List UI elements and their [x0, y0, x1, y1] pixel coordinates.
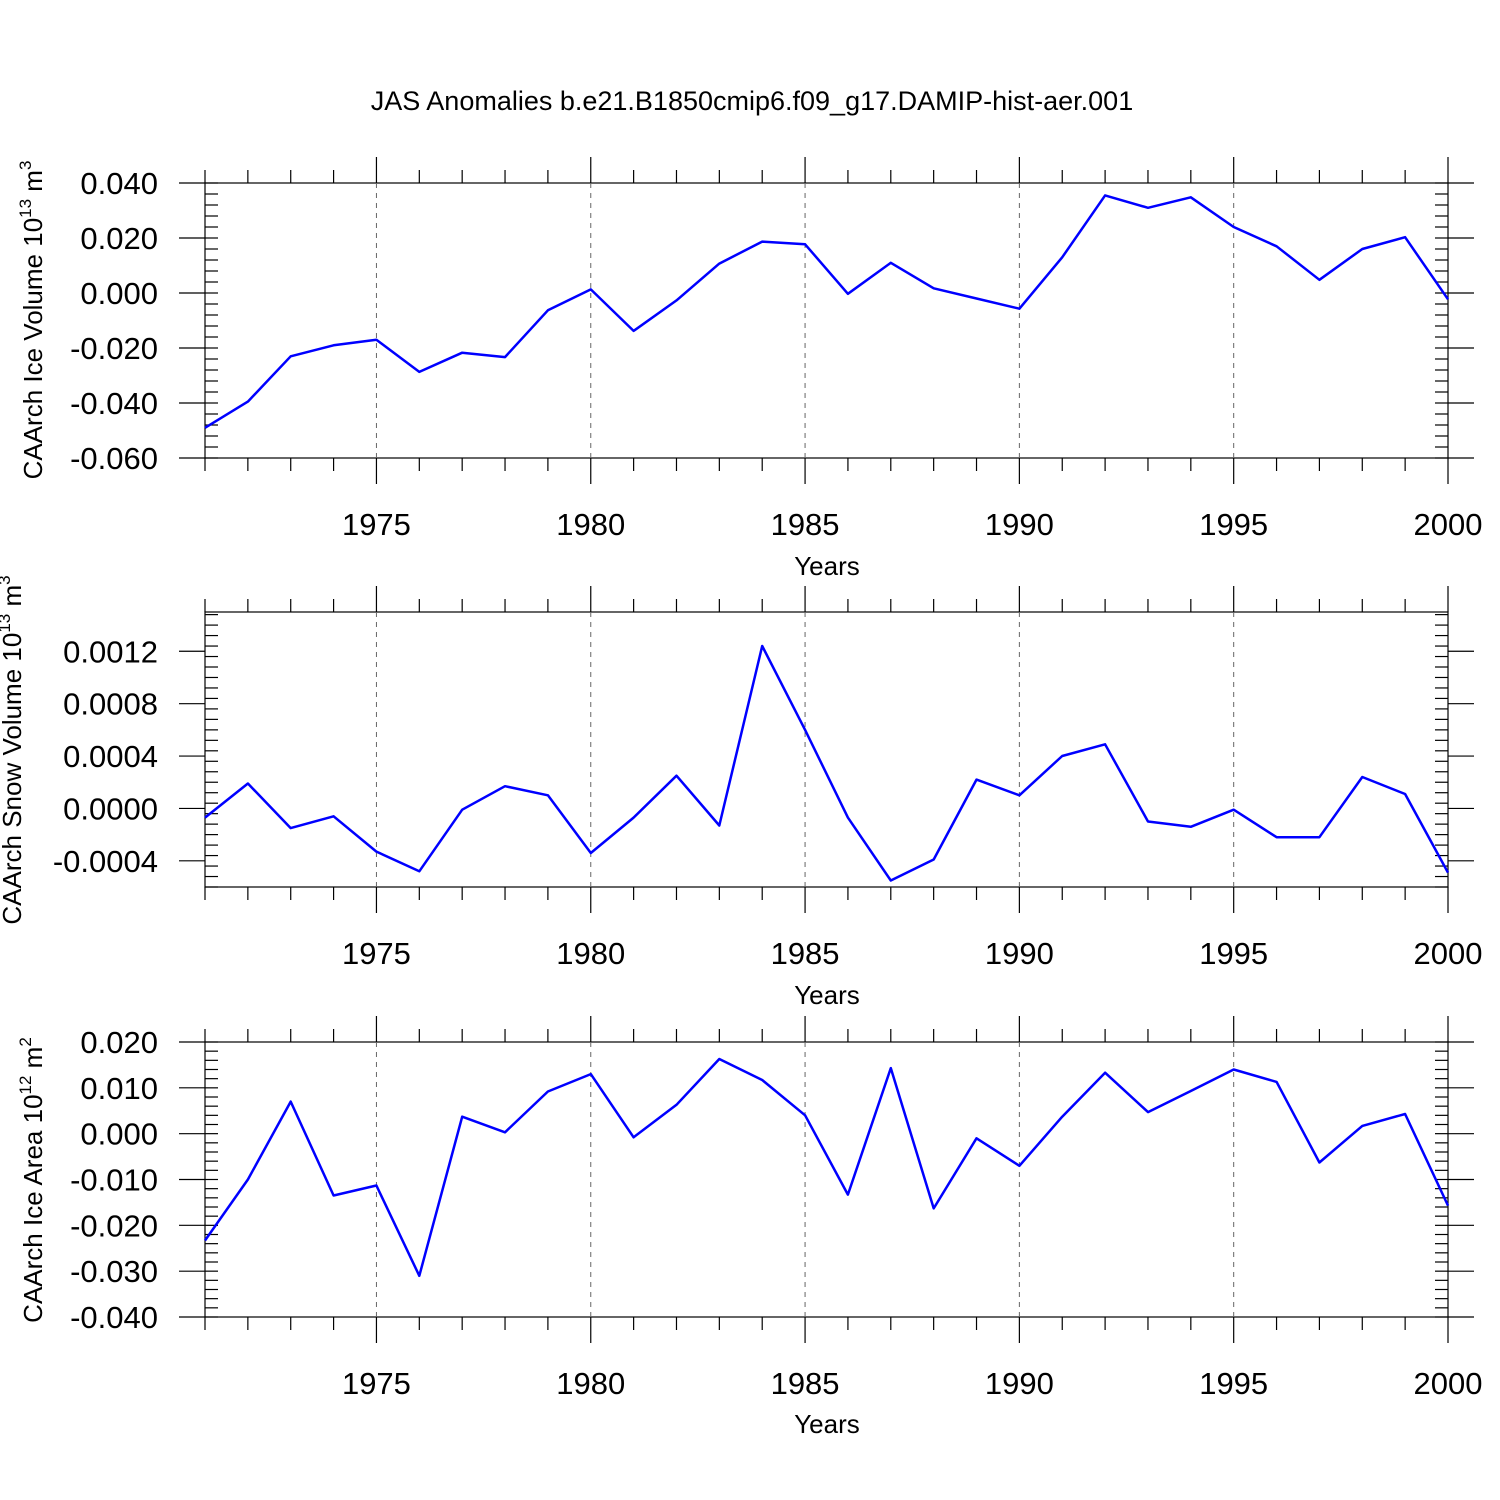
x-tick-label: 1985: [771, 507, 840, 542]
y-tick-label: 0.000: [80, 276, 158, 311]
snow-volume-series-line: [204, 644, 1450, 882]
x-tick-label: 1985: [771, 1366, 840, 1401]
y-tick-label: -0.020: [70, 1208, 158, 1243]
y-tick-label: 0.020: [80, 221, 158, 256]
y-axis-title: CAArch Ice Volume 1013 m3: [16, 161, 48, 480]
ice-area-panel: 1975 1980 1985 1990 1995 2000 -0.040 -0.030 -0.0…: [16, 1016, 1482, 1439]
x-tick-label: 1980: [556, 936, 625, 971]
y-tick-label: -0.0004: [53, 844, 158, 879]
x-tick-label: 1975: [342, 1366, 411, 1401]
y-tick-label: -0.040: [70, 1300, 158, 1335]
y-tick-label: -0.060: [70, 441, 158, 476]
ice-volume-panel: 1975 1980 1985 1990 1995 2000 -0.060 -0.040 -0.0…: [16, 157, 1482, 581]
tick-labels: 1975 1980 1985 1990 1995 2000 -0.0004 0.0000 0.0…: [53, 634, 1483, 971]
ice-volume-series-line: [204, 194, 1450, 429]
y-tick-label: 0.010: [80, 1071, 158, 1106]
tick-labels: 1975 1980 1985 1990 1995 2000 -0.040 -0.030 -0.0…: [70, 1025, 1482, 1401]
snow-volume-panel: 1975 1980 1985 1990 1995 2000 -0.0004 0.0000 0.0…: [0, 575, 1482, 1010]
x-tick-label: 1985: [771, 936, 840, 971]
x-tick-label: 1995: [1199, 507, 1268, 542]
y-tick-label: 0.020: [80, 1025, 158, 1060]
x-gridlines: [375, 612, 1235, 887]
y-tick-label: 0.0000: [63, 791, 158, 826]
x-tick-label: 1975: [342, 507, 411, 542]
y-tick-label: -0.020: [70, 331, 158, 366]
x-axis-title: Years: [794, 1409, 860, 1439]
x-gridlines: [375, 1042, 1235, 1317]
y-tick-label: 0.0012: [63, 634, 158, 669]
y-axis-title: CAArch Ice Area 1012 m2: [16, 1037, 48, 1323]
axis-ticks: [179, 1016, 1474, 1343]
axis-ticks: [179, 157, 1474, 484]
ice-area-series-line: [203, 1057, 1450, 1278]
x-tick-label: 1990: [985, 1366, 1054, 1401]
x-tick-label: 2000: [1414, 1366, 1483, 1401]
x-tick-label: 1995: [1199, 936, 1268, 971]
x-axis-title: Years: [794, 551, 860, 581]
y-tick-label: -0.040: [70, 386, 158, 421]
x-tick-label: 1990: [985, 507, 1054, 542]
figure-title: JAS Anomalies b.e21.B1850cmip6.f09_g17.D…: [371, 86, 1133, 116]
plot-frame: [204, 611, 1449, 888]
x-tick-label: 1980: [556, 507, 625, 542]
tick-labels: 1975 1980 1985 1990 1995 2000 -0.060 -0.040 -0.0…: [70, 166, 1482, 542]
x-tick-label: 1995: [1199, 1366, 1268, 1401]
x-tick-label: 1975: [342, 936, 411, 971]
x-tick-label: 2000: [1414, 507, 1483, 542]
x-tick-label: 1990: [985, 936, 1054, 971]
plot-frame: [204, 182, 1449, 459]
y-tick-label: 0.0004: [63, 739, 158, 774]
y-tick-label: -0.030: [70, 1254, 158, 1289]
y-tick-label: 0.040: [80, 166, 158, 201]
y-tick-label: 0.0008: [63, 687, 158, 722]
x-axis-title: Years: [794, 980, 860, 1010]
x-tick-label: 2000: [1414, 936, 1483, 971]
x-tick-label: 1980: [556, 1366, 625, 1401]
x-gridlines: [375, 183, 1235, 458]
y-tick-label: 0.000: [80, 1117, 158, 1152]
y-tick-label: -0.010: [70, 1163, 158, 1198]
axis-ticks: [179, 586, 1474, 913]
plot-frame: [204, 1041, 1449, 1318]
y-axis-title: CAArch Snow Volume 1013 m3: [0, 575, 27, 924]
